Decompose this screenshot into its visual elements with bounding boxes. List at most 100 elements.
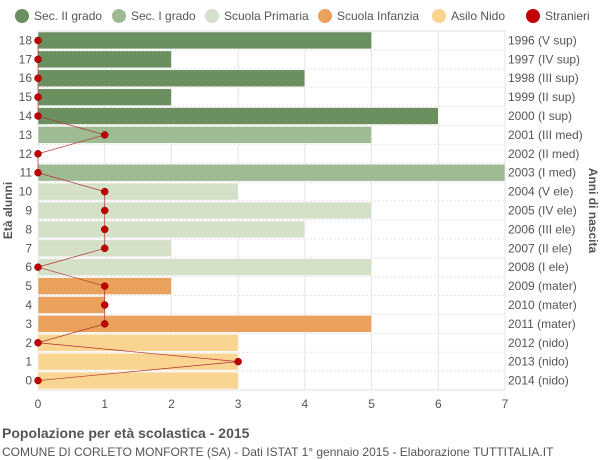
stranieri-point xyxy=(100,301,109,309)
chart-title: Popolazione per età scolastica - 2015 xyxy=(2,425,250,441)
birth-year-label: 2012 (nido) xyxy=(508,336,569,350)
birth-year-label: 2009 (mater) xyxy=(508,279,577,293)
y-tick-label: 2 xyxy=(25,336,32,350)
legend-swatch xyxy=(318,9,332,23)
bar xyxy=(37,182,239,201)
legend-swatch xyxy=(526,9,540,23)
y-tick-label: 1 xyxy=(25,355,32,369)
legend-item: Sec. I grado xyxy=(112,6,196,26)
birth-year-label: 1997 (IV sup) xyxy=(508,52,580,66)
y-tick-label: 4 xyxy=(25,298,32,312)
stranieri-point xyxy=(234,357,242,366)
birth-year-label: 2007 (II ele) xyxy=(508,241,572,255)
stranieri-point xyxy=(34,376,42,385)
bar xyxy=(37,31,372,50)
y-tick-label: 14 xyxy=(19,109,33,123)
birth-year-label: 1999 (II sup) xyxy=(508,90,575,104)
birth-year-label: 2003 (I med) xyxy=(508,166,576,180)
y-tick-label: 15 xyxy=(19,90,33,104)
stranieri-point xyxy=(100,131,109,139)
y-tick-label: 9 xyxy=(25,204,32,218)
stranieri-point xyxy=(100,206,109,215)
stranieri-point xyxy=(34,263,42,271)
y-tick-label: 8 xyxy=(25,222,32,236)
legend-swatch xyxy=(432,9,446,23)
legend-label: Scuola Primaria xyxy=(224,9,309,23)
legend-swatch xyxy=(205,9,219,23)
bar xyxy=(37,107,439,125)
legend-label: Sec. II grado xyxy=(34,9,103,23)
bar xyxy=(37,50,172,69)
bar xyxy=(37,334,239,352)
legend-label: Sec. I grado xyxy=(131,9,196,23)
x-tick-label: 2 xyxy=(168,397,175,411)
y-tick-label: 6 xyxy=(25,260,32,274)
bar xyxy=(37,88,172,106)
y-tick-label: 7 xyxy=(25,241,32,255)
stranieri-point xyxy=(34,168,42,177)
birth-year-label: 2013 (nido) xyxy=(508,355,569,369)
bar xyxy=(37,126,372,144)
legend: Sec. II grado Sec. I grado Scuola Primaria… xyxy=(0,6,600,26)
legend-item: Sec. II grado xyxy=(15,6,102,26)
legend-label: Asilo Nido xyxy=(451,9,506,23)
x-tick-label: 3 xyxy=(235,397,242,411)
birth-year-label: 2000 (I sup) xyxy=(508,109,572,123)
birth-year-label: 2008 (I ele) xyxy=(508,260,569,274)
bar xyxy=(37,69,306,87)
y-tick-label: 5 xyxy=(25,279,32,293)
stranieri-point xyxy=(100,282,109,290)
bar xyxy=(37,296,105,314)
y-tick-label: 0 xyxy=(25,374,32,388)
legend-label: Scuola Infanzia xyxy=(337,9,420,23)
x-tick-label: 7 xyxy=(502,397,509,411)
stranieri-point xyxy=(100,225,109,234)
stranieri-point xyxy=(34,55,42,64)
legend-item: Scuola Primaria xyxy=(205,6,309,26)
birth-year-label: 2006 (III ele) xyxy=(508,222,575,236)
y-axis-title: Età alunni xyxy=(1,182,15,239)
y-tick-label: 3 xyxy=(25,317,32,331)
bar xyxy=(37,258,372,276)
y-axis-title-right: Anni di nascita xyxy=(586,168,600,254)
birth-year-label: 1996 (V sup) xyxy=(508,33,577,47)
birth-year-label: 2011 (mater) xyxy=(508,317,576,331)
legend-item: Stranieri xyxy=(526,6,590,26)
stranieri-point xyxy=(34,112,42,120)
y-tick-label: 18 xyxy=(19,33,33,47)
y-tick-label: 10 xyxy=(19,185,33,199)
x-tick-label: 0 xyxy=(35,397,42,411)
stranieri-point xyxy=(100,187,109,196)
stranieri-point xyxy=(34,36,42,45)
bar xyxy=(37,201,372,220)
birth-year-label: 2010 (mater) xyxy=(508,298,577,312)
birth-year-label: 2004 (V ele) xyxy=(508,185,573,199)
y-tick-label: 12 xyxy=(19,147,33,161)
stranieri-point xyxy=(34,74,42,82)
bar xyxy=(37,220,306,239)
birth-year-label: 2005 (IV ele) xyxy=(508,204,577,218)
birth-year-label: 2002 (II med) xyxy=(508,147,579,161)
legend-swatch xyxy=(15,9,29,23)
y-tick-label: 16 xyxy=(19,71,33,85)
x-tick-label: 1 xyxy=(101,397,108,411)
legend-item: Asilo Nido xyxy=(432,6,505,26)
chart-subtitle: COMUNE DI CORLETO MONFORTE (SA) - Dati I… xyxy=(2,445,554,459)
legend-item: Scuola Infanzia xyxy=(318,6,419,26)
y-tick-label: 17 xyxy=(19,52,33,66)
legend-swatch xyxy=(112,9,126,23)
legend-label: Stranieri xyxy=(545,9,590,23)
bar xyxy=(37,315,372,333)
birth-year-label: 2001 (III med) xyxy=(508,128,583,142)
y-tick-label: 11 xyxy=(20,166,33,180)
bar xyxy=(37,164,506,182)
stranieri-point xyxy=(100,244,109,253)
y-tick-label: 13 xyxy=(19,128,33,142)
birth-year-label: 2014 (nido) xyxy=(508,374,569,388)
x-tick-label: 6 xyxy=(435,397,442,411)
stranieri-point xyxy=(34,93,42,101)
birth-year-label: 1998 (III sup) xyxy=(508,71,579,85)
stranieri-point xyxy=(100,320,109,328)
x-tick-label: 4 xyxy=(302,397,309,411)
